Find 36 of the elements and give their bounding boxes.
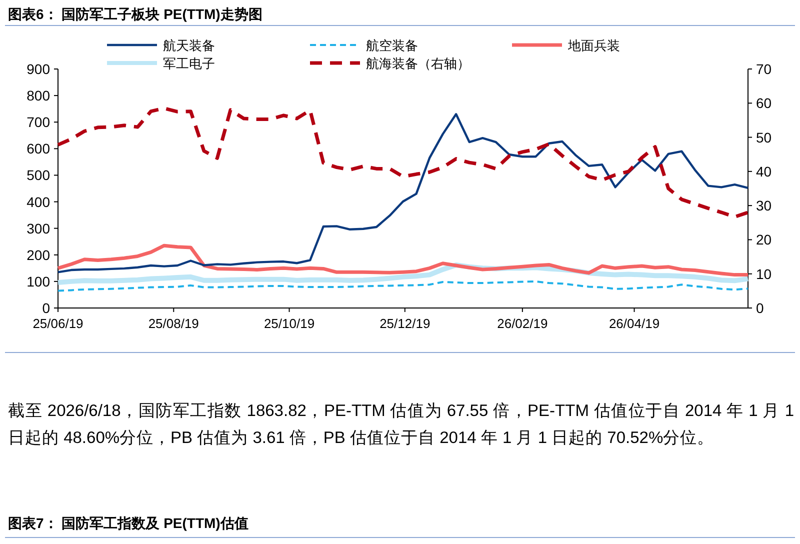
y-tick-label: 700	[26, 114, 50, 130]
line-series	[56, 113, 750, 274]
y-tick-label: 400	[26, 194, 50, 210]
legend-label: 军工电子	[163, 56, 215, 71]
x-tick-label: 25/12/19	[380, 316, 430, 331]
line-series	[56, 106, 750, 219]
y2-tick-label: 50	[756, 129, 772, 146]
y2-tick-label: 30	[756, 198, 772, 214]
y-tick-label: 0	[42, 300, 50, 316]
y-tick-label: 800	[26, 88, 50, 104]
x-tick-label: 25/10/19	[264, 316, 315, 331]
legend-label: 地面兵装	[567, 38, 620, 53]
y2-tick-label: 40	[756, 163, 772, 180]
line-series	[57, 280, 749, 292]
x-tick-label: 26/02/19	[497, 316, 548, 331]
y2-tick-label: 70	[756, 61, 772, 77]
y2-tick-label: 60	[756, 95, 772, 112]
line-series	[56, 244, 750, 277]
y2-tick-label: 0	[756, 300, 764, 316]
y-tick-label: 500	[26, 167, 50, 184]
y-tick-label: 300	[26, 220, 50, 236]
legend-label: 航天装备	[163, 38, 215, 53]
y-tick-label: 100	[26, 273, 50, 290]
legend-label: 航海装备（右轴）	[366, 56, 470, 71]
text: 截至 2026/6/18，国防军工指数 1863.82，PE-TTM 估值为 67.55 倍，PE-TTM 估值位于自 2014 年 1 月 1 日起的 48.60%分位，PB 估值为 3.61 倍，PB 估值位于自 2014 年 1 月 1 日起的 70.52%分位。	[8, 401, 794, 449]
y-tick-label: 900	[26, 61, 50, 77]
legend-label: 航空装备	[366, 38, 418, 53]
y-tick-label: 200	[26, 246, 50, 263]
y-tick-label: 600	[26, 140, 50, 157]
text: 图表7： 国防军工指数及 PE(TTM)估值	[8, 515, 248, 533]
x-tick-label: 25/08/19	[148, 316, 199, 331]
y2-tick-label: 20	[756, 232, 772, 248]
x-tick-label: 25/06/19	[32, 316, 84, 331]
x-tick-label: 26/04/19	[608, 316, 660, 331]
y2-tick-label: 10	[756, 266, 772, 282]
chart-title: 图表6： 国防军工子板块 PE(TTM)走势图	[8, 6, 262, 24]
